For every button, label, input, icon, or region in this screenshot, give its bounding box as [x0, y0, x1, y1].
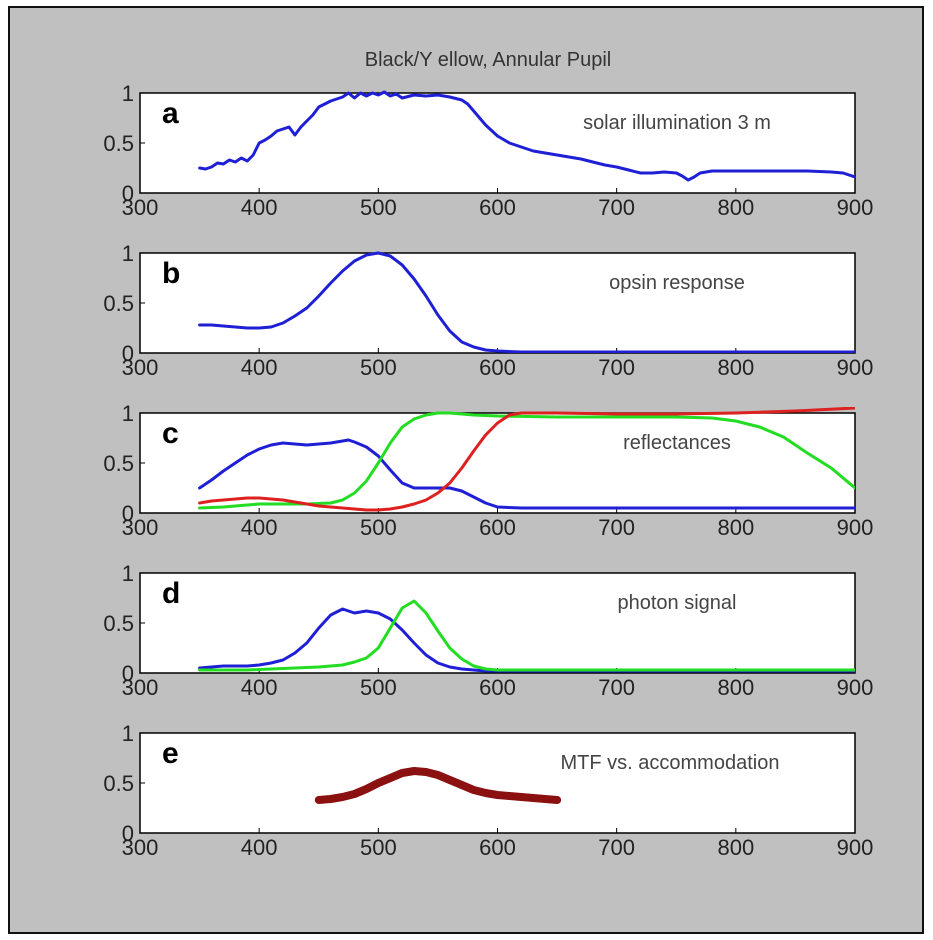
- x-tick-label: 600: [479, 515, 516, 540]
- x-tick-label: 700: [598, 835, 635, 860]
- x-tick-label: 800: [717, 355, 754, 380]
- panel-d: 300 400 500 600 700 800 900 0 0.5 1 d photon signal: [103, 561, 873, 700]
- plot-area-e: [139, 732, 856, 834]
- x-tick-label: 900: [837, 355, 874, 380]
- x-tick-label: 600: [479, 675, 516, 700]
- panel-letter-d: d: [162, 577, 180, 610]
- x-tick-label: 800: [717, 835, 754, 860]
- x-tick-label: 300: [122, 515, 159, 540]
- x-tick-label: 700: [598, 675, 635, 700]
- x-tick-label: 600: [479, 355, 516, 380]
- x-tick-label: 300: [122, 675, 159, 700]
- y-tick-label: 0: [122, 821, 134, 846]
- panel-annotation-a: solar illumination 3 m: [583, 112, 771, 134]
- plot-area-c: [139, 412, 856, 514]
- y-tick-label: 1: [122, 81, 134, 106]
- x-tick-label: 500: [360, 195, 397, 220]
- x-tick-label: 400: [241, 355, 278, 380]
- panel-a: 300 400 500 600 700 800 900 0 0.5 1 a solar illumin…: [103, 81, 873, 220]
- x-tick-label: 400: [241, 675, 278, 700]
- y-tick-label: 0.5: [103, 771, 134, 796]
- x-tick-label: 900: [837, 515, 874, 540]
- panel-e: 300 400 500 600 700 800 900 0 0.5 1 e MTF vs. accom…: [103, 721, 873, 860]
- x-tick-label: 700: [598, 515, 635, 540]
- x-tick-label: 400: [241, 515, 278, 540]
- figure-frame: Black/Y ellow, Annular Pupil 300 400 500 60…: [8, 6, 924, 934]
- series-line-c-3: [198, 407, 855, 512]
- y-tick-label: 0.5: [103, 291, 134, 316]
- series-line-c-1: [198, 438, 855, 510]
- y-tick-label: 0: [122, 661, 134, 686]
- y-tick-label: 1: [122, 401, 134, 426]
- x-tick-label: 300: [122, 195, 159, 220]
- panel-c: 300 400 500 600 700 800 900 0 0.5 1 c reflectances: [103, 401, 873, 540]
- figure-title: Black/Y ellow, Annular Pupil: [365, 49, 611, 71]
- panel-annotation-e: MTF vs. accommodation: [561, 752, 780, 774]
- y-tick-label: 1: [122, 241, 134, 266]
- x-tick-label: 500: [360, 515, 397, 540]
- x-tick-label: 800: [717, 195, 754, 220]
- panel-letter-b: b: [162, 257, 180, 290]
- series-line-d-2: [198, 599, 855, 672]
- y-tick-label: 0.5: [103, 611, 134, 636]
- series-line-e-1: [314, 767, 562, 804]
- x-tick-label: 900: [837, 195, 874, 220]
- y-tick-label: 1: [122, 561, 134, 586]
- y-tick-label: 1: [122, 721, 134, 746]
- x-tick-label: 400: [241, 835, 278, 860]
- y-tick-label: 0: [122, 341, 134, 366]
- x-tick-label: 600: [479, 195, 516, 220]
- x-tick-label: 600: [479, 835, 516, 860]
- x-tick-label: 500: [360, 675, 397, 700]
- figure-svg: Black/Y ellow, Annular Pupil 300 400 500 60…: [103, 49, 873, 860]
- panel-letter-e: e: [162, 737, 179, 770]
- y-tick-label: 0.5: [103, 131, 134, 156]
- panel-annotation-b: opsin response: [609, 272, 745, 294]
- x-tick-label: 700: [598, 355, 635, 380]
- y-tick-label: 0.5: [103, 451, 134, 476]
- x-tick-label: 400: [241, 195, 278, 220]
- x-tick-label: 900: [837, 675, 874, 700]
- y-tick-label: 0: [122, 181, 134, 206]
- x-tick-label: 300: [122, 835, 159, 860]
- panel-annotation-d: photon signal: [618, 592, 737, 614]
- x-tick-label: 800: [717, 675, 754, 700]
- y-tick-label: 0: [122, 501, 134, 526]
- panel-b: 300 400 500 600 700 800 900 0 0.5 1 b opsin respons…: [103, 241, 873, 380]
- plot-area-b: [139, 252, 856, 354]
- panel-letter-c: c: [162, 417, 179, 450]
- x-tick-label: 500: [360, 835, 397, 860]
- plot-area-a: [139, 92, 856, 194]
- x-tick-label: 300: [122, 355, 159, 380]
- panel-annotation-c: reflectances: [623, 432, 731, 454]
- x-tick-label: 800: [717, 515, 754, 540]
- series-line-a-1: [198, 90, 855, 182]
- x-tick-label: 700: [598, 195, 635, 220]
- series-line-b-1: [198, 251, 855, 353]
- x-tick-label: 500: [360, 355, 397, 380]
- panel-letter-a: a: [162, 97, 179, 130]
- x-tick-label: 900: [837, 835, 874, 860]
- plot-area-d: [139, 572, 856, 674]
